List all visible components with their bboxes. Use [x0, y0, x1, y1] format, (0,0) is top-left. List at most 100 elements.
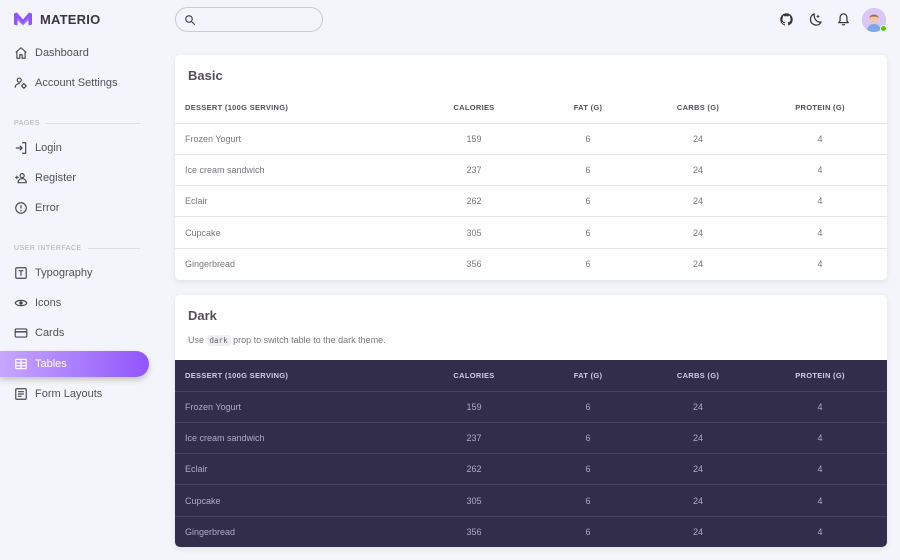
- column-header: PROTEIN (G): [753, 360, 887, 392]
- sidebar-item-label: Account Settings: [35, 77, 118, 89]
- section-title-user-interface: USER INTERFACE: [14, 243, 140, 253]
- table-row: Cupcake 305 6 24 4: [175, 216, 887, 249]
- table-cell: 4: [753, 185, 887, 218]
- table-cell: 24: [643, 123, 753, 155]
- sidebar-item-icons[interactable]: Icons: [0, 290, 149, 316]
- table-row: Gingerbread 356 6 24 4: [175, 248, 887, 279]
- sidebar-item-register[interactable]: Register: [0, 165, 149, 191]
- bell-icon[interactable]: [836, 12, 851, 27]
- github-icon[interactable]: [779, 12, 794, 27]
- table-cell: 4: [753, 391, 887, 423]
- table-cell: 262: [415, 185, 533, 218]
- table-cell: 24: [643, 422, 753, 455]
- brand-logo[interactable]: MATERIO: [13, 10, 100, 28]
- table-row: Frozen Yogurt 159 6 24 4: [175, 391, 887, 423]
- sidebar-item-label: Register: [35, 172, 76, 184]
- table-row: Ice cream sandwich 237 6 24 4: [175, 154, 887, 187]
- card-subtitle: Use dark prop to switch table to the dar…: [188, 335, 386, 346]
- sidebar-item-dashboard[interactable]: Dashboard: [0, 40, 149, 66]
- sidebar: MATERIO Dashboard Account Settings PAGES…: [0, 0, 160, 560]
- table-cell: Eclair: [175, 453, 415, 486]
- table-cell: 6: [585, 527, 591, 538]
- table-header-row: DESSERT (100G SERVING) CALORIES FAT (G) …: [175, 360, 887, 392]
- sidebar-item-cards[interactable]: Cards: [0, 320, 149, 346]
- table-cell: 6: [533, 484, 643, 517]
- search-bar[interactable]: [175, 7, 323, 32]
- table-cell: 4: [753, 484, 887, 517]
- table-cell: 24: [643, 216, 753, 249]
- sidebar-item-label: Form Layouts: [35, 388, 103, 400]
- sidebar-item-label: Icons: [35, 297, 62, 309]
- table-cell: 6: [533, 453, 643, 486]
- table-cell: Cupcake: [175, 216, 415, 249]
- eye-icon: [14, 296, 28, 310]
- column-header: DESSERT (100G SERVING): [175, 92, 415, 124]
- user-avatar[interactable]: [862, 8, 887, 32]
- column-header: FAT (G): [533, 92, 643, 124]
- table-cell: 4: [753, 216, 887, 249]
- table-cell: 6: [533, 391, 643, 423]
- table-cell: 6: [533, 216, 643, 249]
- sidebar-item-error[interactable]: Error: [0, 195, 149, 221]
- table-icon: [14, 357, 28, 371]
- table-row: Gingerbread 356 6 24 4: [175, 516, 887, 547]
- card-title: Basic: [188, 68, 223, 83]
- sidebar-item-label: Typography: [35, 267, 93, 279]
- table-cell: Ice cream sandwich: [175, 422, 415, 455]
- table-cell: 24: [643, 484, 753, 517]
- column-header: CARBS (G): [643, 360, 753, 392]
- table-cell: Gingerbread: [185, 527, 236, 538]
- table-cell: Eclair: [175, 185, 415, 218]
- search-input[interactable]: [200, 14, 320, 25]
- table-cell: Cupcake: [175, 484, 415, 517]
- credit-card-icon: [14, 326, 28, 340]
- table-cell: 4: [753, 422, 887, 455]
- table-cell: Gingerbread: [185, 259, 236, 270]
- materio-logo-icon: [14, 12, 32, 26]
- table-cell: 356: [466, 259, 482, 270]
- sidebar-item-tables[interactable]: Tables: [0, 351, 149, 377]
- table-cell: 4: [817, 259, 823, 270]
- sidebar-item-label: Tables: [35, 358, 67, 370]
- brand-name: MATERIO: [40, 11, 101, 27]
- table-cell: 24: [692, 527, 703, 538]
- table-row: Cupcake 305 6 24 4: [175, 484, 887, 517]
- table-cell: Ice cream sandwich: [175, 154, 415, 187]
- section-title-pages: PAGES: [14, 118, 140, 128]
- table-cell: 4: [753, 154, 887, 187]
- sidebar-item-login[interactable]: Login: [0, 135, 149, 161]
- subtitle-text: prop to switch table to the dark theme.: [233, 335, 386, 345]
- table-cell: 24: [643, 453, 753, 486]
- theme-toggle-moon-icon[interactable]: [808, 12, 823, 27]
- online-status-dot: [880, 25, 887, 32]
- account-plus-icon: [14, 171, 28, 185]
- table-cell: 305: [415, 216, 533, 249]
- table-cell: 4: [753, 453, 887, 486]
- table-row: Frozen Yogurt 159 6 24 4: [175, 123, 887, 155]
- column-header: CARBS (G): [643, 92, 753, 124]
- table-cell: 6: [533, 185, 643, 218]
- sidebar-item-form-layouts[interactable]: Form Layouts: [0, 381, 149, 407]
- table-row: Eclair 262 6 24 4: [175, 185, 887, 218]
- table-row: Ice cream sandwich 237 6 24 4: [175, 422, 887, 455]
- table-cell: 159: [415, 123, 533, 155]
- table-cell: 6: [533, 123, 643, 155]
- sidebar-item-account-settings[interactable]: Account Settings: [0, 70, 149, 96]
- sidebar-item-typography[interactable]: Typography: [0, 260, 149, 286]
- alert-circle-icon: [14, 201, 28, 215]
- column-header: CALORIES: [415, 360, 533, 392]
- table-cell: 24: [643, 185, 753, 218]
- table-cell: 305: [415, 484, 533, 517]
- table-row: Eclair 262 6 24 4: [175, 453, 887, 486]
- sidebar-item-label: Cards: [35, 327, 65, 339]
- format-letter-case-icon: [14, 266, 28, 280]
- column-header: PROTEIN (G): [753, 92, 887, 124]
- table-cell: 24: [643, 391, 753, 423]
- table-header-row: DESSERT (100G SERVING) CALORIES FAT (G) …: [175, 92, 887, 124]
- table-cell: 262: [415, 453, 533, 486]
- table-cell: Frozen Yogurt: [175, 123, 415, 155]
- table-cell: 6: [533, 422, 643, 455]
- sidebar-item-label: Error: [35, 202, 60, 214]
- table-cell: Frozen Yogurt: [175, 391, 415, 423]
- table-cell: 24: [692, 259, 703, 270]
